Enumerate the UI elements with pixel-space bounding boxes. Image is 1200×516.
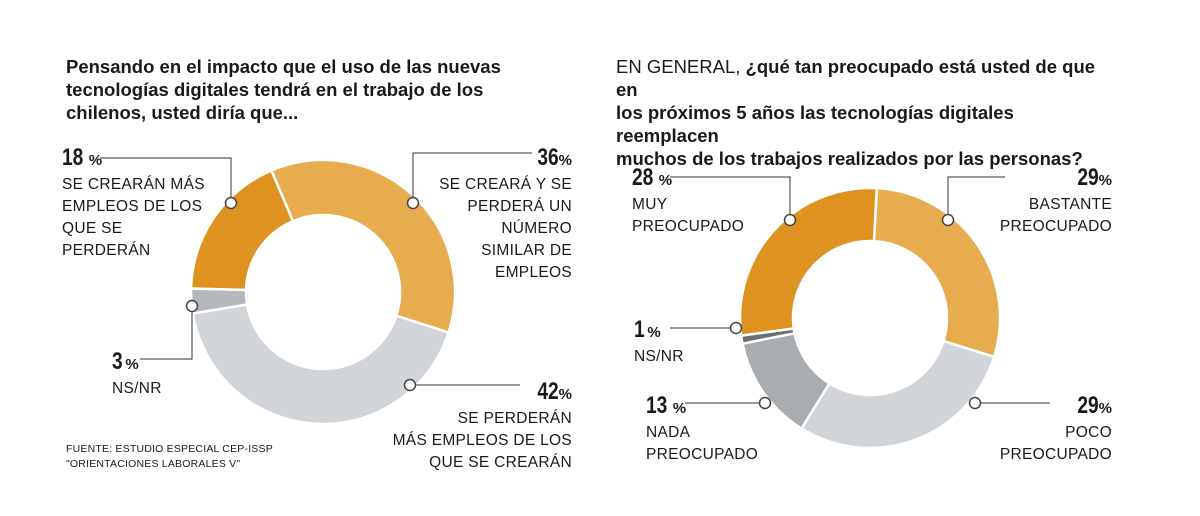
source-note: FUENTE: ESTUDIO ESPECIAL CEP-ISSP "ORIEN… <box>66 443 273 470</box>
left-donut-chart: Pensando en el impacto que el uso de las… <box>62 56 572 474</box>
slice-label-nsnr: 3% NS/NR <box>112 350 232 400</box>
leader-line <box>947 176 1005 220</box>
slice-label-similar: 36% SE CREARÁ Y SE PERDERÁ UN NÚMERO SIM… <box>372 146 572 284</box>
leader-line <box>670 176 791 220</box>
donut-slice <box>872 186 1002 359</box>
slice-text: MUY PREOCUPADO <box>632 196 745 235</box>
slice-label-nsnr: 1% NS/NR <box>634 318 754 368</box>
slice-text: SE PERDERÁN MÁS EMPLEOS DE LOS QUE SE CR… <box>392 410 572 471</box>
leader-dot <box>783 213 797 227</box>
slice-label-perderan: 42% SE PERDERÁN MÁS EMPLEOS DE LOS QUE S… <box>352 380 572 474</box>
left-donut-svg <box>100 152 532 426</box>
slice-pct: 42 <box>537 378 559 405</box>
slice-pct: 1 <box>634 316 645 343</box>
leader-line <box>412 152 532 203</box>
slice-label-muy: 28% MUY PREOCUPADO <box>632 166 792 238</box>
slice-text: SE CREARÁN MÁS EMPLEOS DE LOS QUE SE PER… <box>62 176 205 259</box>
donut-slice <box>799 339 996 450</box>
slice-pct: 18 <box>62 144 84 171</box>
slice-label-nada: 13% NADA PREOCUPADO <box>646 394 806 466</box>
slice-label-crearan: 18% SE CREARÁN MÁS EMPLEOS DE LOS QUE SE… <box>62 146 252 262</box>
right-question-title: EN GENERAL, ¿qué tan preocupado está ust… <box>616 55 1116 170</box>
leader-dot <box>758 396 772 410</box>
leader-dot <box>941 213 955 227</box>
slice-pct: 29 <box>1077 392 1099 419</box>
slice-text: NS/NR <box>634 348 684 365</box>
leader-dot <box>224 196 238 210</box>
leader-line <box>100 157 232 203</box>
leader-dot <box>403 378 417 392</box>
right-donut-svg <box>670 176 1050 450</box>
leader-dot <box>968 396 982 410</box>
donut-slice <box>189 168 295 292</box>
donut-slice <box>738 186 879 338</box>
donut-slice <box>191 303 451 426</box>
left-question-title: Pensando en el impacto que el uso de las… <box>66 56 501 123</box>
slice-label-bastante: 29% BASTANTE PREOCUPADO <box>952 166 1112 238</box>
leader-line <box>140 306 193 360</box>
slice-pct: 36 <box>537 144 559 171</box>
leader-dot <box>406 196 420 210</box>
slice-text: BASTANTE PREOCUPADO <box>999 196 1112 235</box>
right-donut-chart: EN GENERAL, ¿qué tan preocupado está ust… <box>600 0 1200 516</box>
leader-dot <box>185 299 199 313</box>
leader-dot <box>729 321 743 335</box>
slice-pct: 13 <box>646 392 668 419</box>
slice-pct: 28 <box>632 164 654 191</box>
slice-text: SE CREARÁ Y SE PERDERÁ UN NÚMERO SIMILAR… <box>439 176 572 281</box>
question-text: ¿qué tan preocupado está usted de que en… <box>616 56 1096 169</box>
slice-label-poco: 29% POCO PREOCUPADO <box>952 394 1112 466</box>
slice-pct: 29 <box>1077 164 1099 191</box>
slice-text: NS/NR <box>112 380 162 397</box>
slice-pct: 3 <box>112 348 123 375</box>
slice-text: POCO PREOCUPADO <box>999 424 1112 463</box>
slice-text: NADA PREOCUPADO <box>646 424 759 463</box>
question-prefix: EN GENERAL, <box>616 56 746 77</box>
